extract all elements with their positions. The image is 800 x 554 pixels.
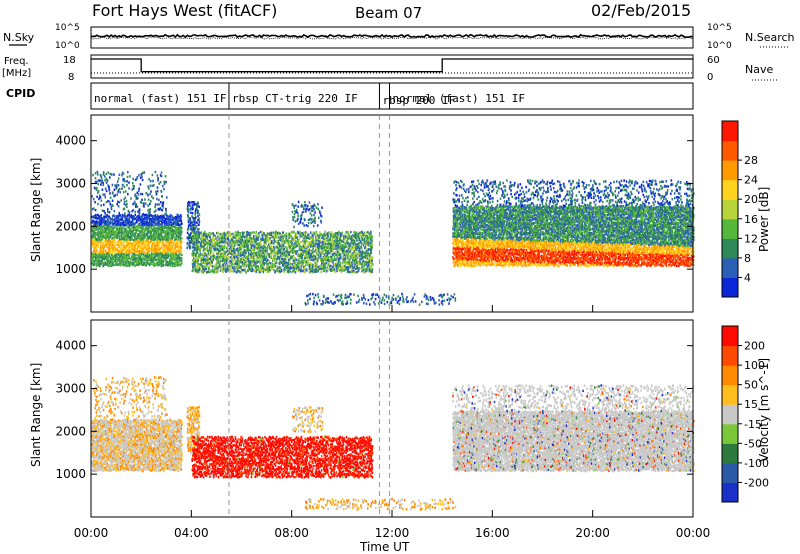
noise-tick-bottom-left: 10^0 (55, 41, 80, 51)
colorbar-swatch (722, 365, 738, 386)
colorbar-tick-label: 28 (744, 154, 758, 167)
colorbar-tick-label: 100 (744, 359, 765, 372)
colorbar-tick-label: -100 (744, 457, 769, 470)
power-echoes (91, 170, 695, 306)
colorbar-swatch (722, 482, 738, 503)
colorbar-tick-label: 24 (744, 174, 758, 187)
noise-panel (90, 26, 694, 49)
cpid-label: CPID (6, 87, 35, 100)
colorbar-frame (721, 120, 739, 298)
power-colorbar: 4 8 12 16 20 24 28 (721, 120, 758, 298)
colorbar-tick-label: 200 (744, 340, 765, 353)
colorbar-tick-label: -15 (744, 418, 762, 431)
freq-trace (91, 58, 693, 73)
colorbar-swatch (722, 140, 738, 161)
colorbar-swatch (722, 277, 738, 298)
velocity-colorbar: 200 100 50 15 -15 -50 -100 -200 (721, 325, 769, 503)
colorbar-swatch (722, 462, 738, 483)
xtick-label: 00:00 (676, 526, 711, 540)
cpid-panel: normal (fast) 151 IF rbsp CT-trig 220 IF r… (90, 82, 694, 110)
date-title: 02/Feb/2015 (591, 1, 691, 20)
ytick-label: 1000 (55, 467, 86, 481)
power-ylabel: Slant Range [km] (29, 158, 43, 262)
xtick-label: 16:00 (475, 526, 510, 540)
mode-change-lines (228, 115, 390, 517)
cpid-segment-label: normal (fast) 151 IF (94, 92, 226, 105)
nsky-label: N.Sky (3, 31, 35, 44)
ytick-label: 3000 (55, 382, 86, 396)
colorbar-swatch (722, 218, 738, 239)
freq-tick-bottom: 8 (68, 72, 74, 83)
colorbar-swatch (722, 160, 738, 181)
xtick-label: 12:00 (375, 526, 410, 540)
noise-trace (90, 33, 694, 39)
beam-title: Beam 07 (355, 4, 422, 22)
colorbar-frame (721, 325, 739, 503)
ytick-label: 4000 (55, 134, 86, 148)
colorbar-swatch (722, 384, 738, 405)
colorbar-swatch (722, 179, 738, 200)
freq-unit-label: [MHz] (2, 68, 31, 79)
colorbar-swatch (722, 238, 738, 259)
colorbar-swatch (722, 423, 738, 444)
colorbar-tick-label: 4 (744, 271, 751, 284)
colorbar-tick-label: 15 (744, 398, 758, 411)
nsearch-label: N.Search (745, 31, 795, 44)
colorbar-tick-label: 20 (744, 193, 758, 206)
nave-tick-top: 60 (707, 55, 720, 66)
noise-tick-bottom-right: 10^0 (707, 41, 732, 51)
colorbar-tick-label: 12 (744, 232, 758, 245)
ytick-label: 1000 (55, 262, 86, 276)
freq-panel (90, 54, 694, 79)
noise-search-trace (90, 36, 694, 40)
colorbar-swatch (722, 326, 738, 347)
freq-tick-top: 18 (63, 55, 76, 66)
ytick-label: 3000 (55, 177, 86, 191)
cpid-segment-label: normal (fast) 151 IF (392, 92, 524, 105)
colorbar-tick-label: -200 (744, 476, 769, 489)
cpid-segment-label: rbsp CT-trig 220 IF (232, 92, 358, 105)
colorbar-swatch (722, 345, 738, 366)
colorbar-tick-label: 16 (744, 213, 758, 226)
colorbar-tick-label: 50 (744, 379, 758, 392)
xtick-label: 08:00 (274, 526, 309, 540)
xtick-label: 00:00 (74, 526, 109, 540)
velocity-cbar-label: Velocity [m s^-1] (757, 358, 771, 462)
velocity-echoes (91, 376, 695, 511)
colorbar-tick-label: -50 (744, 437, 762, 450)
power-cbar-label: Power [dB] (757, 187, 771, 252)
noise-tick-top-right: 10^5 (707, 23, 732, 33)
velocity-panel (90, 319, 695, 518)
freq-label: Freq. (4, 56, 29, 67)
velocity-ylabel: Slant Range [km] (29, 363, 43, 467)
colorbar-swatch (722, 199, 738, 220)
ytick-label: 2000 (55, 219, 86, 233)
noise-tick-top-left: 10^5 (55, 23, 80, 33)
time-xlabel: Time UT (359, 540, 410, 554)
ytick-label: 4000 (55, 339, 86, 353)
colorbar-swatch (722, 257, 738, 278)
nave-label: Nave (745, 63, 773, 76)
colorbar-swatch (722, 121, 738, 142)
colorbar-swatch (722, 404, 738, 425)
power-panel (90, 114, 695, 313)
cpid-segment-label: rbsp 200 IF (382, 94, 455, 107)
station-title: Fort Hays West (fitACF) (92, 1, 277, 20)
xtick-label: 04:00 (174, 526, 209, 540)
xtick-label: 20:00 (575, 526, 610, 540)
nave-tick-bottom: 0 (707, 72, 713, 83)
ytick-label: 2000 (55, 424, 86, 438)
colorbar-tick-label: 8 (744, 252, 751, 265)
colorbar-swatch (722, 443, 738, 464)
